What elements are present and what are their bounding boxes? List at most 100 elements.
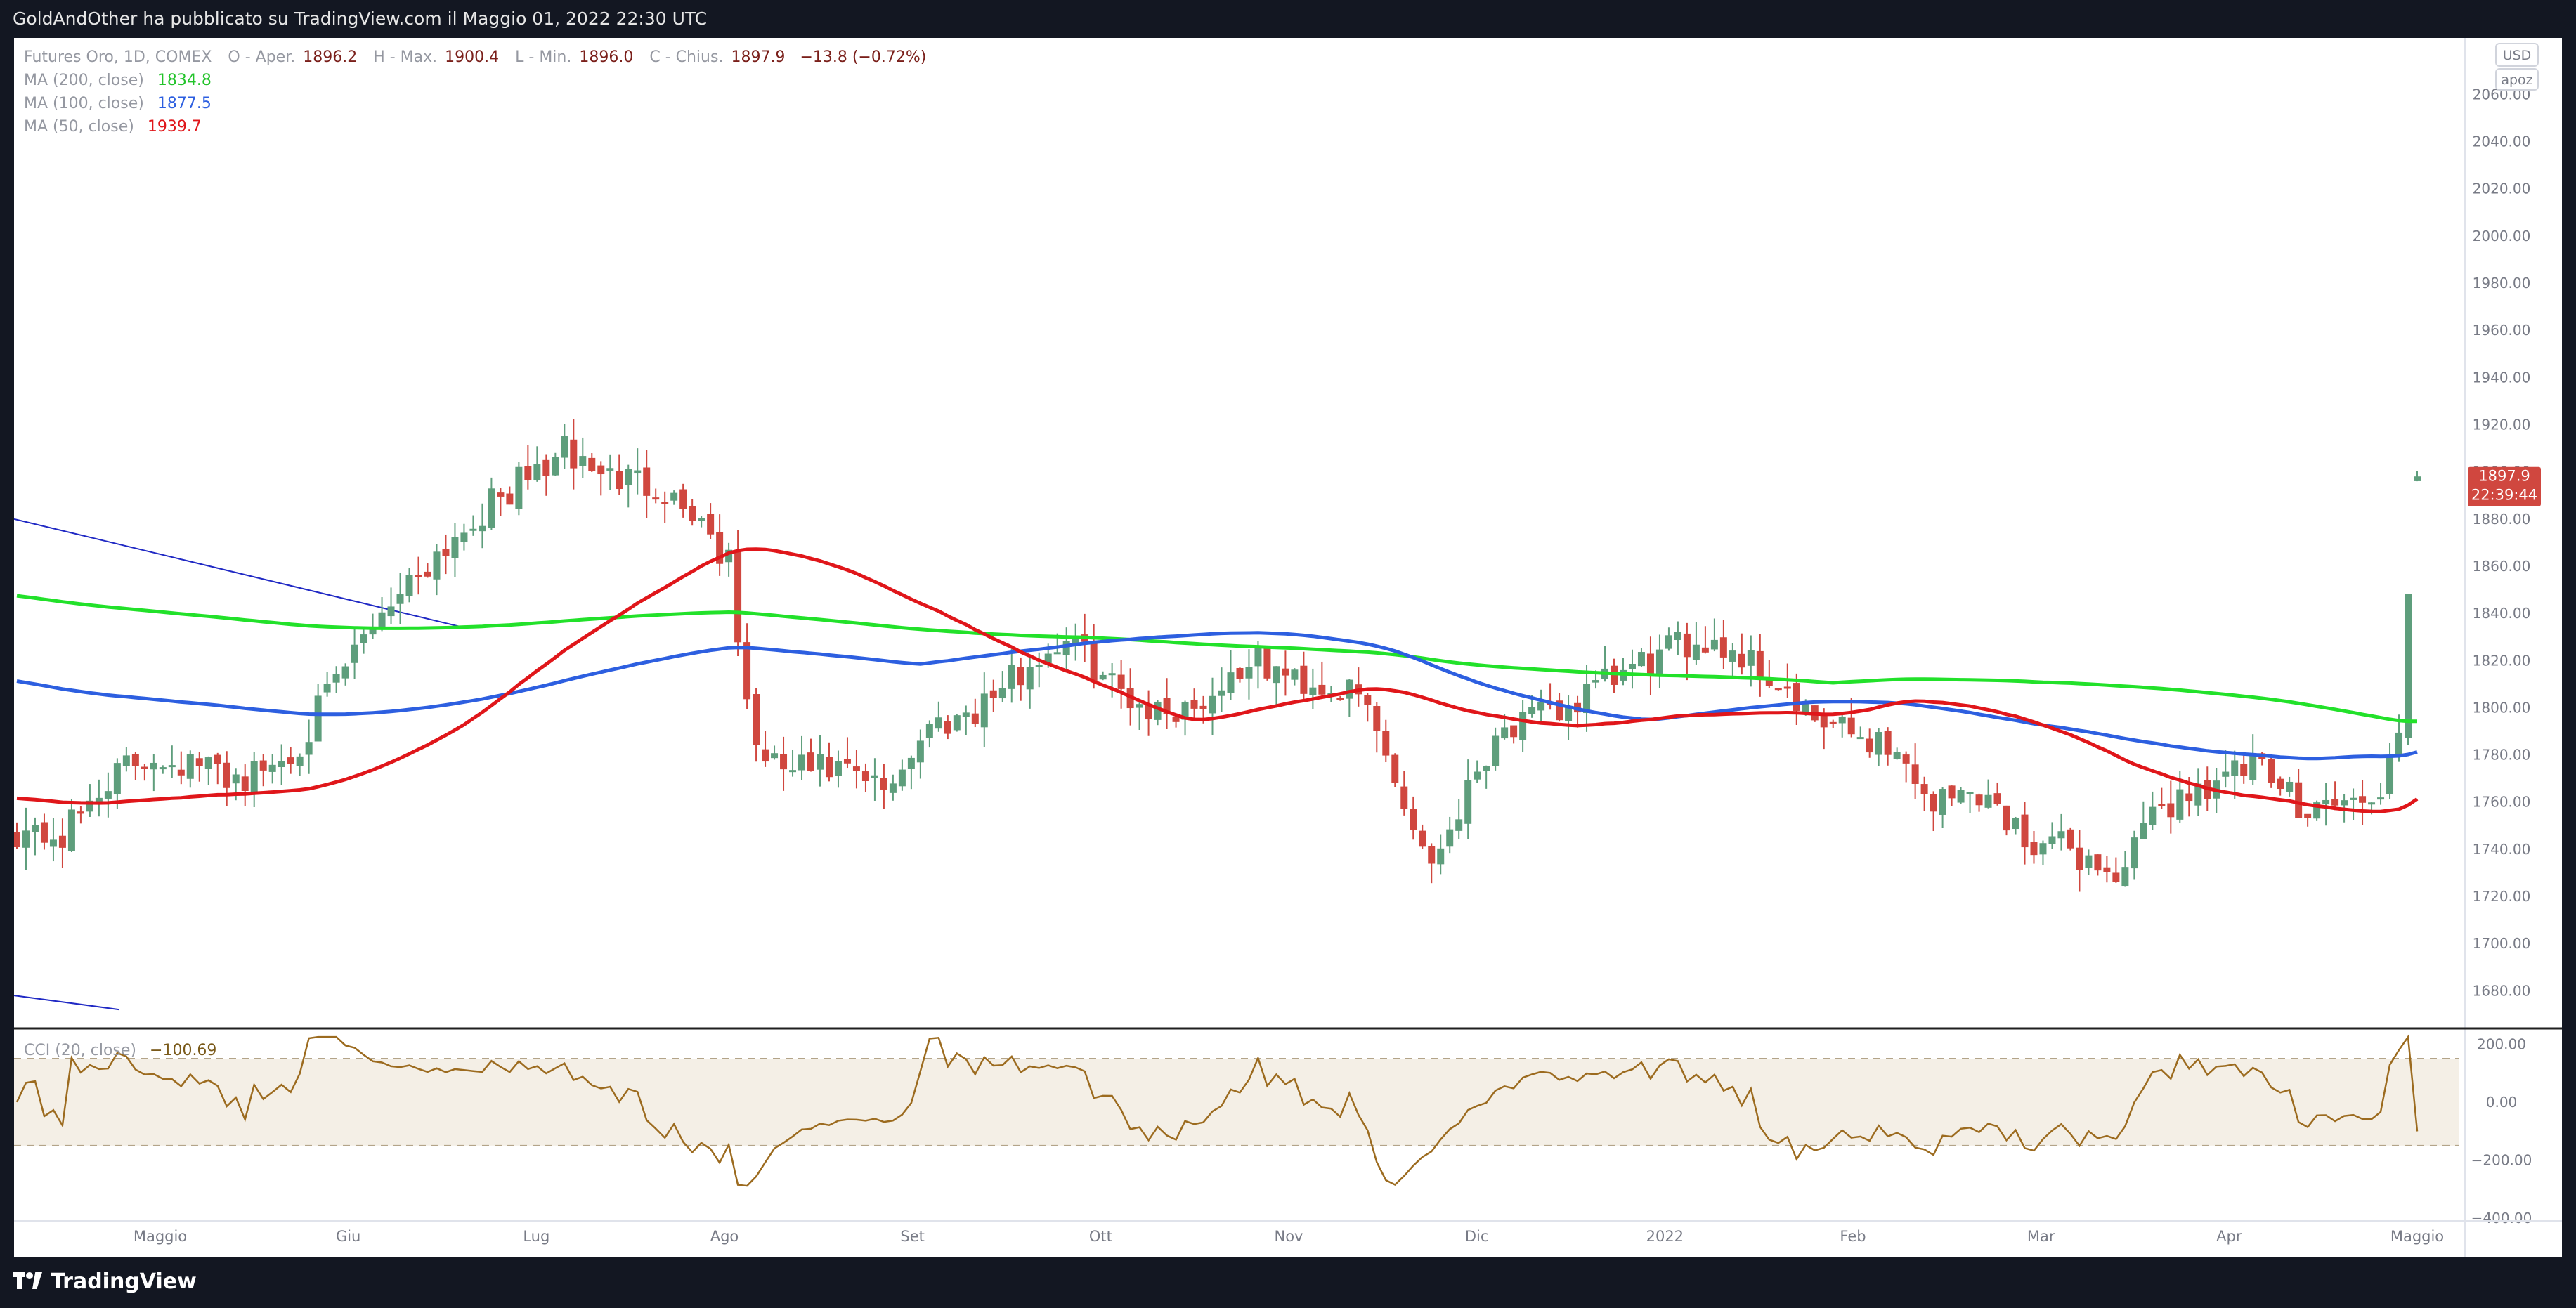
candle (2021, 802, 2029, 865)
candle (1637, 648, 1645, 667)
tradingview-logo-icon (13, 1272, 44, 1290)
candle (159, 765, 167, 774)
cci-line (15, 1034, 2419, 1187)
candle (1373, 702, 1381, 753)
candle (150, 754, 157, 792)
candle (762, 731, 769, 767)
candle (58, 818, 66, 868)
candle (1172, 717, 1180, 728)
candle (2085, 849, 2093, 875)
legend-ma50-value: 1939.7 (148, 118, 202, 136)
currency-button[interactable]: USD (2495, 43, 2539, 67)
candle (1565, 695, 1573, 740)
time-tick: Feb (1840, 1228, 1866, 1245)
cci-pane[interactable]: 200.00 0.00 −200.00 −400.00 (14, 1034, 2532, 1227)
candle (1273, 666, 1280, 706)
candle (2194, 768, 2202, 816)
ma200-line (16, 594, 2418, 724)
time-tick: Dic (1465, 1228, 1489, 1245)
price-pane[interactable] (13, 419, 2421, 1011)
candle (661, 491, 669, 523)
time-tick: Set (900, 1228, 924, 1245)
candle (743, 623, 751, 709)
price-tick-labels: 1680.00 1700.00 1720.00 1740.00 1760.00 1780.… (2473, 86, 2531, 999)
candle (1218, 667, 1225, 713)
candle (168, 745, 176, 778)
legend-low-value: 1896.0 (579, 48, 633, 66)
candle (1163, 678, 1171, 730)
candle (2240, 752, 2248, 784)
candle (725, 542, 733, 577)
price-axis[interactable]: 1680.00 1700.00 1720.00 1740.00 1760.00 1780.… (2464, 38, 2531, 1257)
candle (1665, 627, 1672, 651)
candle (670, 490, 678, 505)
time-axis[interactable]: Maggio Giu Lug Ago Set Ott Nov Dic 2022 Feb Mar Apr… (14, 1220, 2562, 1245)
scale-mode-button[interactable]: apoz (2495, 68, 2539, 91)
legend-cci-label: CCI (20, close) (24, 1042, 136, 1059)
candle (40, 813, 48, 850)
tradingview-brand: TradingView (51, 1269, 197, 1294)
candle (880, 764, 887, 809)
legend-ma50-label: MA (50, close) (24, 118, 134, 136)
candle (351, 627, 358, 679)
candle (2094, 854, 2102, 876)
candle (1391, 753, 1399, 787)
legend-ma50: MA (50, close) 1939.7 (24, 118, 202, 136)
legend-ma200-label: MA (200, close) (24, 72, 144, 89)
candle (1884, 727, 1892, 766)
candle (980, 672, 988, 747)
candle (898, 759, 906, 791)
candle (2359, 780, 2367, 825)
candle (1062, 627, 1070, 672)
candle (2313, 800, 2321, 821)
publish-note: GoldAndOther ha pubblicato su TradingVie… (13, 8, 708, 29)
candle (780, 736, 788, 791)
candle (989, 679, 997, 712)
candle (22, 807, 30, 870)
candle (944, 715, 951, 740)
trendlines (13, 518, 464, 1011)
candle (1008, 648, 1015, 703)
candle (852, 750, 860, 789)
candle (259, 754, 267, 787)
candle (479, 503, 486, 549)
candle (378, 597, 386, 632)
candle (625, 464, 632, 508)
candle (935, 701, 942, 732)
chart-canvas[interactable]: 1680.00 1700.00 1720.00 1740.00 1760.00 1780.… (13, 38, 2562, 1257)
candle (2350, 788, 2357, 820)
candle (1190, 688, 1198, 721)
time-tick-labels: Maggio Giu Lug Ago Set Ott Nov Dic 2022 Feb Mar Apr… (134, 1228, 2444, 1245)
trendline[interactable] (13, 995, 120, 1011)
price-tick: 1680.00 (2473, 982, 2531, 999)
price-tick: 1720.00 (2473, 888, 2531, 905)
candle (1464, 759, 1472, 839)
candle (1838, 713, 1846, 738)
candle (1309, 668, 1317, 709)
candle (1355, 667, 1362, 707)
candle (2103, 856, 2111, 883)
candle (1099, 671, 1107, 681)
candle (1975, 793, 1983, 812)
candle (542, 454, 550, 496)
candle (2331, 781, 2339, 811)
candle (131, 752, 139, 780)
candle (1683, 622, 1691, 681)
candle (1930, 791, 1937, 832)
candle (1547, 683, 1554, 710)
bar-countdown: 22:39:44 (2471, 487, 2537, 504)
candle (2067, 827, 2074, 851)
chart-panel[interactable]: 1680.00 1700.00 1720.00 1740.00 1760.00 1780.… (13, 38, 2562, 1257)
candle (1719, 620, 1727, 669)
trendline[interactable] (13, 518, 464, 629)
legend-ma100-label: MA (100, close) (24, 95, 144, 112)
candle (1263, 646, 1271, 681)
time-tick: Giu (336, 1228, 360, 1245)
candle (2377, 783, 2385, 805)
candle (1774, 688, 1782, 691)
tradingview-logo[interactable]: TradingView (13, 1269, 197, 1294)
candle (13, 822, 20, 849)
candle (1108, 663, 1116, 698)
candle (2286, 776, 2294, 797)
legend-ma200: MA (200, close) 1834.8 (24, 72, 212, 89)
